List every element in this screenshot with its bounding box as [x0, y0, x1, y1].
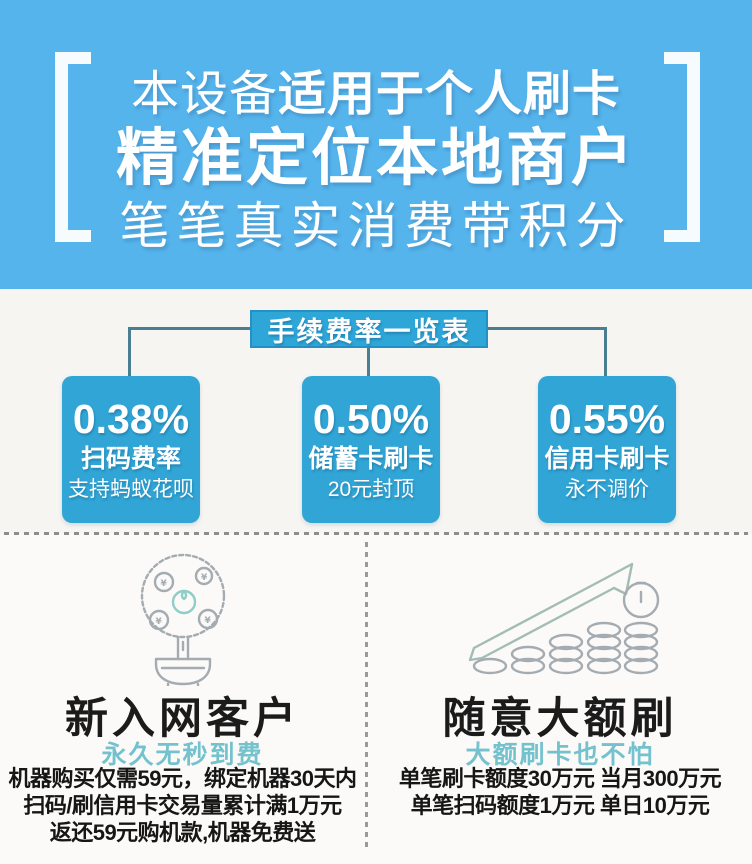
- connector-line: [128, 327, 131, 377]
- offer-title: 新入网客户: [65, 696, 300, 743]
- connector-line: [128, 327, 250, 330]
- offer-large-amount: 随意大额刷 大额刷卡也不怕 单笔刷卡额度30万元 当月300万元 单笔扫码额度1…: [368, 534, 752, 864]
- rate-value: 0.55%: [548, 395, 666, 442]
- money-tree-icon: ¥ ¥ ¥ ¥: [0, 546, 365, 686]
- offer-details: 单笔刷卡额度30万元 当月300万元 单笔扫码额度1万元 单日10万元: [368, 765, 752, 819]
- offer-details: 机器购买仅需59元，绑定机器30天内 扫码/刷信用卡交易量累计满1万元 返还59…: [0, 765, 365, 846]
- fee-table-header: 手续费率一览表: [250, 310, 488, 348]
- right-bracket-decoration: [664, 52, 700, 242]
- svg-text:¥: ¥: [160, 579, 167, 589]
- offer-detail-line: 单笔刷卡额度30万元 当月300万元: [398, 766, 722, 791]
- hero-line1-bold: 适用于个人刷卡: [278, 68, 622, 121]
- rate-value: 0.50%: [312, 395, 430, 442]
- fee-rate-section: 手续费率一览表 0.38% 扫码费率 支持蚂蚁花呗 0.50% 储蓄卡刷卡 20…: [0, 289, 752, 534]
- svg-text:¥: ¥: [155, 617, 162, 627]
- rate-label: 储蓄卡刷卡: [308, 444, 434, 473]
- hero-line1-regular: 本设备: [130, 68, 278, 121]
- left-bracket-decoration: [55, 52, 91, 242]
- offer-title: 随意大额刷: [442, 696, 678, 743]
- connector-line: [367, 348, 370, 377]
- coin-growth-icon: [368, 552, 752, 678]
- offer-new-customer: ¥ ¥ ¥ ¥ 新入网客户 永久无秒到费 机器购买仅需59元，绑定机器30天内 …: [0, 534, 365, 864]
- connector-line: [604, 327, 607, 377]
- hero-line-3: 笔笔真实消费带积分: [119, 198, 633, 254]
- hero-line-1: 本设备适用于个人刷卡: [0, 54, 752, 124]
- rate-note: 20元封顶: [327, 477, 415, 501]
- vertical-dashed-divider: [365, 542, 368, 848]
- offer-subtitle: 大额刷卡也不怕: [465, 741, 655, 769]
- offer-subtitle: 永久无秒到费: [101, 741, 264, 769]
- offer-detail-line: 返还59元购机款,机器免费送: [49, 820, 316, 845]
- offer-detail-line: 扫码/刷信用卡交易量累计满1万元: [23, 793, 342, 818]
- rate-card-debit: 0.50% 储蓄卡刷卡 20元封顶: [302, 376, 440, 523]
- rate-note: 支持蚂蚁花呗: [68, 477, 194, 501]
- horizontal-dashed-divider: [4, 532, 748, 535]
- rate-label: 信用卡刷卡: [544, 444, 670, 473]
- rate-card-scan: 0.38% 扫码费率 支持蚂蚁花呗: [62, 376, 200, 523]
- offer-detail-line: 机器购买仅需59元，绑定机器30天内: [8, 766, 357, 791]
- svg-text:¥: ¥: [201, 573, 208, 583]
- hero-banner: 本设备适用于个人刷卡 精准定位本地商户 笔笔真实消费带积分: [0, 0, 752, 289]
- hero-line-2: 精准定位本地商户: [115, 124, 636, 193]
- connector-line: [488, 327, 607, 330]
- offer-detail-line: 单笔扫码额度1万元 单日10万元: [410, 793, 710, 818]
- rate-value: 0.38%: [72, 395, 190, 442]
- rate-note: 永不调价: [565, 477, 649, 501]
- svg-text:¥: ¥: [204, 616, 211, 626]
- rate-label: 扫码费率: [80, 444, 181, 473]
- rate-card-credit: 0.55% 信用卡刷卡 永不调价: [538, 376, 676, 523]
